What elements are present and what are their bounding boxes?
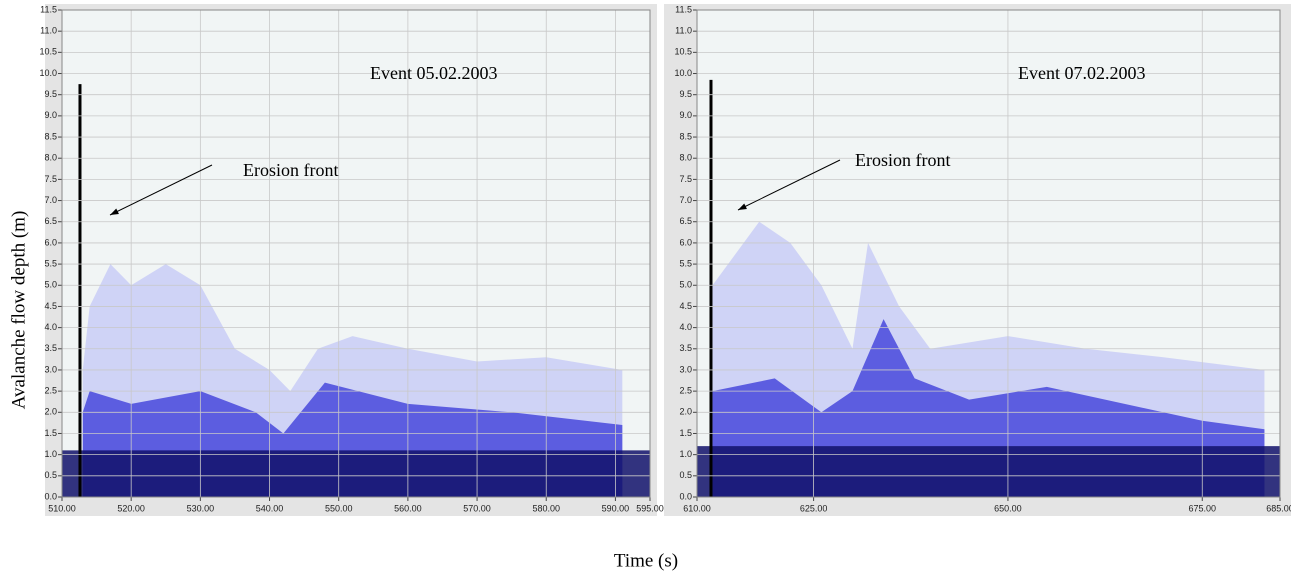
y-tick-label: 11.5 bbox=[40, 4, 57, 14]
y-axis-label: Avalanche flow depth (m) bbox=[8, 211, 29, 410]
x-tick-label: 580.00 bbox=[532, 503, 560, 513]
x-tick-label: 590.00 bbox=[602, 503, 630, 513]
y-tick-label: 0.0 bbox=[679, 491, 692, 501]
y-tick-label: 1.5 bbox=[679, 428, 692, 438]
y-tick-label: 2.5 bbox=[679, 386, 692, 396]
annotation: Erosion front bbox=[243, 160, 338, 180]
y-tick-label: 3.5 bbox=[679, 343, 692, 353]
y-tick-label: 9.0 bbox=[44, 110, 57, 120]
y-tick-label: 5.0 bbox=[44, 280, 57, 290]
arrow-head bbox=[110, 208, 119, 215]
y-tick-label: 2.0 bbox=[44, 407, 57, 417]
y-tick-label: 1.0 bbox=[679, 449, 692, 459]
x-tick-label: 570.00 bbox=[463, 503, 491, 513]
y-tick-label: 10.0 bbox=[39, 68, 57, 78]
x-tick-label: 675.00 bbox=[1189, 503, 1217, 513]
x-tick-label: 520.00 bbox=[117, 503, 145, 513]
y-tick-label: 5.5 bbox=[679, 258, 692, 268]
y-tick-label: 4.0 bbox=[679, 322, 692, 332]
y-tick-label: 2.0 bbox=[679, 407, 692, 417]
x-tick-label: 550.00 bbox=[325, 503, 353, 513]
x-tick-label: 530.00 bbox=[187, 503, 215, 513]
y-tick-label: 9.5 bbox=[44, 89, 57, 99]
y-tick-label: 10.5 bbox=[39, 47, 57, 57]
echo-area bbox=[62, 450, 650, 497]
x-tick-label: 625.00 bbox=[800, 503, 828, 513]
y-tick-label: 11.0 bbox=[675, 26, 692, 36]
y-tick-label: 9.0 bbox=[679, 110, 692, 120]
y-tick-label: 11.5 bbox=[675, 4, 692, 14]
y-tick-label: 1.5 bbox=[44, 428, 57, 438]
x-tick-label: 540.00 bbox=[256, 503, 284, 513]
y-tick-label: 6.0 bbox=[44, 237, 57, 247]
event-label: Event 05.02.2003 bbox=[370, 63, 498, 83]
x-tick-label: 595.00 bbox=[636, 503, 664, 513]
y-tick-label: 3.0 bbox=[44, 364, 57, 374]
y-tick-label: 11.0 bbox=[40, 26, 57, 36]
y-tick-label: 4.5 bbox=[679, 301, 692, 311]
annotation-arrow bbox=[109, 164, 213, 216]
y-tick-label: 1.0 bbox=[44, 449, 57, 459]
annotation: Erosion front bbox=[855, 150, 950, 170]
y-tick-label: 6.0 bbox=[679, 237, 692, 247]
y-tick-label: 0.5 bbox=[679, 470, 692, 480]
y-tick-label: 8.5 bbox=[679, 131, 692, 141]
x-tick-label: 510.00 bbox=[48, 503, 76, 513]
plot-border bbox=[61, 9, 651, 498]
y-tick-label: 7.5 bbox=[679, 174, 692, 184]
echo-area bbox=[697, 446, 1280, 497]
y-tick-label: 7.5 bbox=[44, 174, 57, 184]
y-tick-label: 3.5 bbox=[44, 343, 57, 353]
x-tick-label: 685.00 bbox=[1266, 503, 1291, 513]
y-tick-label: 5.0 bbox=[679, 280, 692, 290]
arrow-head bbox=[738, 203, 747, 210]
y-tick-label: 7.0 bbox=[679, 195, 692, 205]
y-tick-label: 3.0 bbox=[679, 364, 692, 374]
y-tick-label: 7.0 bbox=[44, 195, 57, 205]
y-tick-label: 4.5 bbox=[44, 301, 57, 311]
y-tick-label: 2.5 bbox=[44, 386, 57, 396]
y-tick-label: 5.5 bbox=[44, 258, 57, 268]
y-tick-label: 6.5 bbox=[44, 216, 57, 226]
y-tick-label: 0.0 bbox=[44, 491, 57, 501]
y-tick-label: 6.5 bbox=[679, 216, 692, 226]
y-tick-label: 10.0 bbox=[674, 68, 692, 78]
y-tick-label: 8.5 bbox=[44, 131, 57, 141]
y-tick-label: 0.5 bbox=[44, 470, 57, 480]
y-tick-label: 10.5 bbox=[674, 47, 692, 57]
y-tick-label: 8.0 bbox=[679, 153, 692, 163]
x-tick-label: 610.00 bbox=[683, 503, 711, 513]
x-tick-label: 650.00 bbox=[994, 503, 1022, 513]
x-axis-label: Time (s) bbox=[614, 550, 678, 571]
x-tick-label: 560.00 bbox=[394, 503, 422, 513]
event-label: Event 07.02.2003 bbox=[1018, 63, 1146, 83]
plot-border bbox=[696, 9, 1281, 498]
y-tick-label: 9.5 bbox=[679, 89, 692, 99]
y-tick-label: 8.0 bbox=[44, 153, 57, 163]
annotation-arrow bbox=[737, 159, 841, 211]
y-tick-label: 4.0 bbox=[44, 322, 57, 332]
